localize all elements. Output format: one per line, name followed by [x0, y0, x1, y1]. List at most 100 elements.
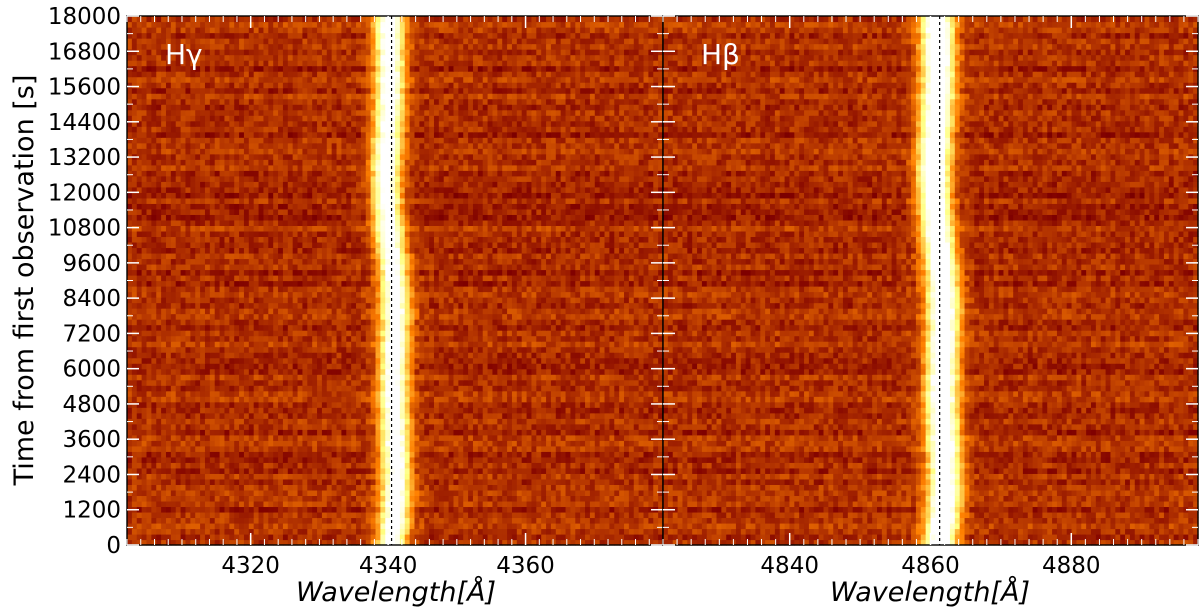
heatmap-cell — [487, 412, 494, 419]
heatmap-cell — [531, 484, 537, 491]
heatmap-cell — [443, 517, 450, 524]
heatmap-cell — [360, 517, 367, 524]
heatmap-cell — [492, 467, 498, 474]
heatmap-cell — [614, 297, 620, 304]
heatmap-cell — [127, 528, 133, 535]
heatmap-cell — [219, 374, 226, 381]
heatmap-cell — [492, 368, 498, 375]
heatmap-cell — [224, 324, 230, 331]
heatmap-cell — [385, 302, 391, 309]
heatmap-cell — [487, 396, 494, 403]
heatmap-cell — [438, 522, 445, 530]
heatmap-cell — [390, 302, 396, 309]
heatmap-cell — [317, 308, 323, 315]
heatmap-cell — [258, 297, 265, 304]
heatmap-cell — [409, 517, 416, 524]
heatmap-cell — [165, 335, 172, 342]
heatmap-cell — [482, 456, 489, 463]
heatmap-cell — [526, 390, 533, 397]
heatmap-cell — [438, 528, 445, 535]
heatmap-cell — [653, 533, 659, 541]
heatmap-cell — [312, 440, 318, 447]
heatmap-cell — [127, 511, 133, 519]
heatmap-cell — [463, 357, 469, 364]
heatmap-cell — [127, 429, 133, 436]
heatmap-cell — [395, 319, 401, 326]
heatmap-cell — [258, 412, 265, 419]
heatmap-cell — [151, 522, 157, 530]
heatmap-cell — [136, 489, 143, 497]
heatmap-cell — [424, 478, 430, 485]
heatmap-cell — [536, 500, 542, 508]
heatmap-cell — [580, 423, 586, 430]
heatmap-cell — [570, 528, 576, 535]
heatmap-cell — [463, 308, 469, 315]
heatmap-cell — [365, 319, 372, 326]
heatmap-cell — [307, 484, 313, 491]
heatmap-cell — [229, 429, 235, 436]
heatmap-cell — [585, 341, 591, 348]
heatmap-cell — [516, 330, 523, 337]
heatmap-cell — [536, 489, 542, 497]
heatmap-cell — [633, 528, 640, 535]
heatmap-cell — [165, 517, 172, 524]
heatmap-cell — [165, 363, 172, 370]
heatmap-cell — [370, 385, 377, 392]
heatmap-cell — [399, 456, 406, 463]
heatmap-cell — [287, 451, 294, 458]
heatmap-cell — [414, 407, 420, 414]
heatmap-cell — [497, 335, 503, 342]
heatmap-cell — [536, 506, 542, 513]
heatmap-cell — [507, 357, 513, 364]
heatmap-cell — [628, 379, 635, 386]
heatmap-cell — [321, 330, 328, 337]
heatmap-cell — [570, 401, 576, 408]
heatmap-cell — [497, 412, 503, 419]
heatmap-cell — [214, 489, 221, 497]
heatmap-cell — [312, 473, 318, 480]
heatmap-cell — [248, 489, 255, 497]
heatmap-cell — [546, 357, 552, 364]
heatmap-cell — [360, 445, 367, 452]
heatmap-cell — [360, 484, 367, 491]
heatmap-cell — [273, 478, 279, 485]
heatmap-cell — [594, 335, 601, 342]
heatmap-cell — [204, 456, 211, 463]
heatmap-cell — [536, 434, 542, 441]
heatmap-cell — [165, 528, 172, 535]
heatmap-cell — [424, 335, 430, 342]
heatmap-cell — [502, 440, 508, 447]
heatmap-cell — [341, 396, 347, 403]
heatmap-cell — [336, 478, 342, 485]
heatmap-cell — [321, 517, 328, 524]
heatmap-cell — [531, 473, 537, 480]
heatmap-cell — [594, 412, 601, 419]
heatmap-cell — [497, 440, 503, 447]
heatmap-cell — [385, 467, 391, 474]
heatmap-cell — [487, 423, 494, 430]
heatmap-cell — [492, 302, 498, 309]
heatmap-cell — [336, 533, 342, 541]
heatmap-cell — [341, 445, 347, 452]
heatmap-cell — [146, 379, 152, 386]
heatmap-cell — [404, 495, 411, 502]
heatmap-cell — [180, 390, 187, 397]
heatmap-cell — [419, 390, 425, 397]
heatmap-cell — [560, 517, 567, 524]
heatmap-cell — [458, 423, 464, 430]
heatmap-cell — [609, 379, 615, 386]
heatmap-cell — [575, 462, 581, 469]
heatmap-cell — [175, 335, 182, 342]
heatmap-cell — [536, 445, 542, 452]
heatmap-cell — [477, 451, 484, 458]
heatmap-cell — [180, 473, 187, 480]
heatmap-cell — [146, 517, 152, 524]
heatmap-cell — [458, 467, 464, 474]
heatmap-cell — [463, 423, 469, 430]
heatmap-cell — [356, 528, 362, 535]
heatmap-cell — [546, 440, 552, 447]
heatmap-cell — [209, 445, 216, 452]
heatmap-cell — [653, 308, 659, 315]
heatmap-cell — [477, 467, 484, 474]
heatmap-cell — [302, 407, 308, 414]
